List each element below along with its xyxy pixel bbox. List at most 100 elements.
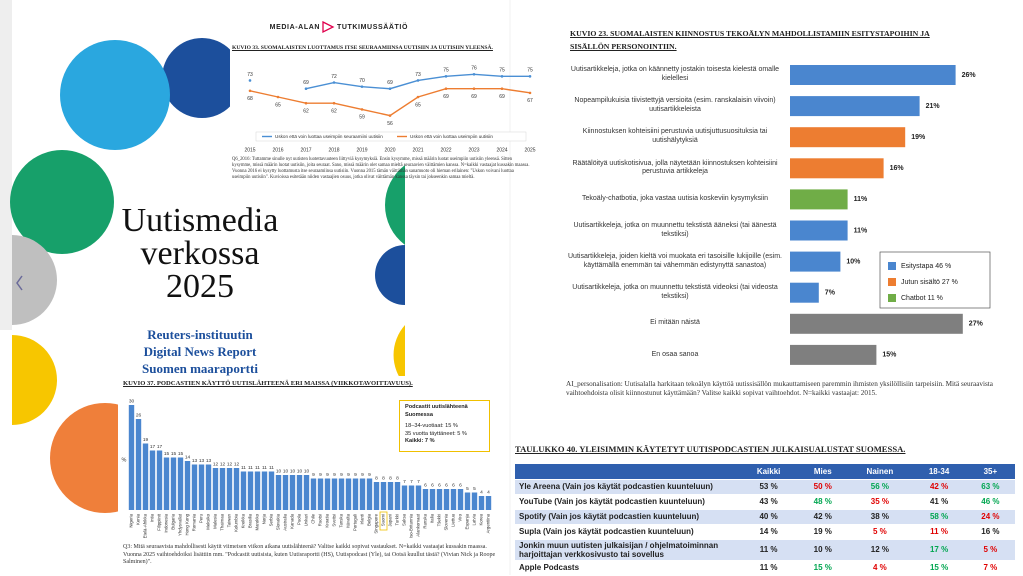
- table-cell: 14 %: [739, 524, 799, 540]
- value-label: 4: [480, 489, 483, 495]
- data-label: 65: [275, 102, 281, 108]
- category-label: Ei mitään näistä: [650, 319, 700, 327]
- bar: [331, 478, 338, 510]
- circle-decoration: [375, 245, 405, 305]
- table-cell: 35 %: [847, 494, 913, 510]
- x-tick-label: Kanada: [290, 513, 295, 528]
- data-label: 69: [443, 94, 449, 100]
- table-cell: 38 %: [847, 509, 913, 525]
- cover-subtitle-line: Digital News Report: [143, 344, 257, 359]
- x-tick-label: 2015: [244, 147, 255, 153]
- x-tick-label: Meksiko: [206, 513, 211, 529]
- table-cell: 58 %: [912, 509, 966, 525]
- x-tick-label: Singapore: [374, 513, 379, 533]
- category-label: Uutisartikkeleja, jotka on muunnettu tek…: [573, 221, 777, 238]
- table-cell: 16 %: [965, 524, 1015, 540]
- value-label: 11: [241, 465, 246, 471]
- circle-decoration: [10, 150, 114, 254]
- value-label: 11: [248, 465, 253, 471]
- value-label: 8: [375, 475, 378, 481]
- table-cell: 11 %: [912, 524, 966, 540]
- row-label: Supla (Vain jos käytät podcastien kuunte…: [515, 524, 739, 540]
- value-label: 27%: [969, 321, 984, 328]
- legend-label: Uskon että voin luottaa useimpiin uutisi…: [410, 134, 493, 139]
- value-label: 9: [347, 472, 350, 478]
- cover-title-line: verkossa: [140, 235, 260, 272]
- bar: [478, 496, 485, 510]
- row-label: Jonkin muun uutisten julkaisijan / ohjel…: [515, 539, 739, 561]
- x-tick-label: Brasilia: [248, 513, 253, 528]
- category-label: Nopeampilukuisia tiivistettyjä versioita…: [574, 97, 776, 114]
- x-tick-label: Etelä-Afrikka: [143, 513, 148, 538]
- category-label: Uutisartikkeleja, jotka on käännetty jos…: [570, 66, 780, 82]
- value-label: 13: [199, 458, 205, 464]
- bar: [443, 489, 450, 510]
- bar: [471, 492, 478, 510]
- chart-title: KUVIO 23. SUOMALAISTEN KIINNOSTUS TEKOÄL…: [570, 29, 930, 51]
- value-label: 21%: [926, 103, 941, 110]
- value-label: 11%: [854, 227, 868, 234]
- value-label: 12: [213, 461, 219, 467]
- bar: [359, 478, 366, 510]
- value-label: 19%: [911, 134, 926, 141]
- bar: [415, 485, 422, 510]
- circle-decoration: [12, 335, 57, 425]
- bar: [310, 478, 317, 510]
- carousel-arrow[interactable]: [16, 275, 23, 291]
- data-label: 73: [415, 72, 421, 78]
- legend-label: Chatbot 11 %: [901, 295, 943, 302]
- row-label: Spotify (Vain jos käytät podcastien kuun…: [515, 509, 739, 525]
- table-header-cell: Nainen: [847, 464, 913, 480]
- category-label: Tekoäly-chatbotia, joka vastaa uutisia k…: [582, 195, 768, 203]
- value-label: 15: [178, 451, 184, 457]
- x-tick-label: Tanska: [339, 513, 344, 527]
- category-label: En osaa sanoa: [651, 350, 699, 358]
- x-tick-label: Korea: [479, 513, 484, 525]
- table-header-row: Kaikki Mies Nainen 18-34 35+: [515, 464, 1015, 480]
- chart-title: KUVIO 37. PODCASTIEN KÄYTTÖ UUTISLÄHTEEN…: [123, 380, 413, 387]
- table-cell: 11 %: [739, 539, 799, 561]
- data-point: [276, 95, 280, 99]
- bar: [394, 482, 401, 510]
- bar: [254, 471, 261, 510]
- bar: [289, 475, 296, 510]
- x-tick-label: Japani: [388, 514, 393, 527]
- value-label: 5: [473, 486, 476, 492]
- bar: [790, 282, 819, 303]
- cover-subtitle-line: Reuters-instituutin: [147, 327, 253, 342]
- bar: [408, 485, 415, 510]
- table-row: Jonkin muun uutisten julkaisijan / ohjel…: [515, 539, 1015, 561]
- x-tick-label: Indonesia: [164, 513, 169, 532]
- value-label: 17: [150, 444, 156, 450]
- table-cell: 43 %: [739, 494, 799, 510]
- bar: [261, 471, 268, 510]
- chart-title: KUVIO 33. SUOMALAISTEN LUOTTAMUS ITSE SE…: [232, 45, 493, 51]
- side-strip: [0, 0, 12, 330]
- data-point: [528, 91, 532, 95]
- logo-text: TUTKIMUSSÄÄTIÖ: [337, 22, 408, 31]
- legend-box: [879, 251, 991, 309]
- value-label: 10: [304, 468, 310, 474]
- bar: [149, 450, 156, 510]
- data-point: [248, 89, 252, 93]
- data-point: [304, 87, 308, 91]
- circle-decoration: [162, 38, 242, 118]
- value-label: 10: [290, 468, 296, 474]
- value-label: 15%: [882, 352, 897, 359]
- bar: [429, 489, 436, 510]
- category-label: Kiinnostuksen kohteisiini perustuvia uut…: [582, 128, 768, 145]
- bar: [303, 475, 310, 510]
- legend-label: Esitystapa 46 %: [901, 263, 951, 270]
- data-point: [500, 87, 504, 91]
- data-label: 73: [247, 72, 253, 78]
- highlight-box: [379, 511, 388, 531]
- x-tick-label: Bulgaria: [171, 513, 176, 529]
- data-point: [472, 87, 476, 91]
- x-tick-label: Marokko: [255, 513, 260, 530]
- bar: [790, 189, 848, 210]
- x-tick-label: Taiwan: [227, 513, 232, 527]
- data-label: 70: [359, 78, 365, 84]
- x-tick-label: Tšekki: [437, 514, 442, 526]
